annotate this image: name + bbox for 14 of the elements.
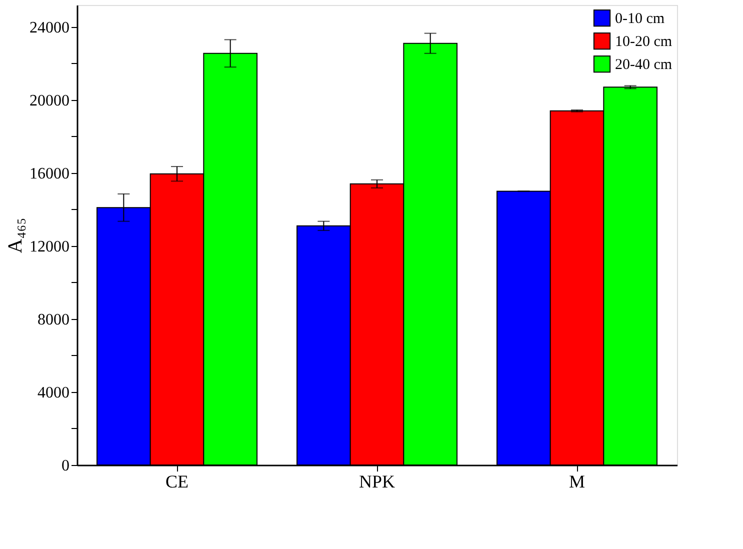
y-tick-label: 24000 — [30, 19, 70, 36]
y-tick-label: 12000 — [30, 238, 70, 256]
y-tick-label: 4000 — [38, 384, 70, 402]
legend-label: 10-20 cm — [615, 34, 672, 50]
x-tick-label: M — [568, 472, 586, 492]
y-tick-label: 8000 — [38, 311, 70, 328]
x-tick-label: NPK — [358, 472, 396, 492]
y-tick-label: 0 — [62, 458, 70, 474]
y-axis-title: A₄₆₅ — [4, 218, 26, 254]
x-tick-label: CE — [165, 472, 189, 492]
legend-label: 20-40 cm — [615, 57, 672, 73]
legend-label: 0-10 cm — [615, 11, 665, 27]
y-tick-label: 16000 — [30, 165, 70, 182]
y-tick-label: 20000 — [30, 92, 70, 110]
